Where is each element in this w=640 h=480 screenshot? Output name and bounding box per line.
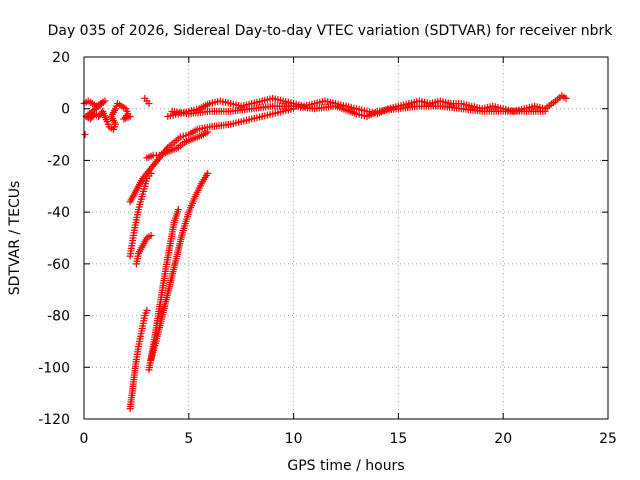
x-axis-label: GPS time / hours [287, 458, 404, 474]
x-tick-label: 20 [494, 431, 512, 447]
y-tick-label: -60 [47, 257, 70, 273]
data-point [147, 169, 155, 177]
series-track-3h-short [141, 94, 153, 108]
x-tick-labels: 0 5 10 15 20 25 [80, 431, 617, 447]
y-tick-label: -40 [47, 205, 70, 221]
y-axis-label: SDTVAR / TECUs [7, 181, 23, 296]
x-tick-label: 25 [599, 431, 617, 447]
y-tick-label: -120 [38, 412, 70, 428]
series-track-early-cluster [80, 97, 134, 139]
data-marks [80, 92, 570, 413]
series-track-deep-2 [145, 206, 182, 374]
series-track-deep-1 [126, 306, 151, 413]
x-tick-label: 0 [80, 431, 89, 447]
series-track-57 [126, 169, 155, 260]
data-point [147, 231, 155, 239]
y-tick-label: -80 [47, 309, 70, 325]
data-point [145, 100, 153, 108]
series-track-daytime-low [168, 102, 549, 120]
y-tick-label: -20 [47, 153, 70, 169]
data-point [81, 131, 89, 139]
data-point [204, 128, 212, 136]
x-tick-label: 10 [285, 431, 303, 447]
plot-frame [83, 56, 609, 420]
data-point [562, 94, 570, 102]
data-point [204, 169, 212, 177]
data-point [541, 107, 549, 115]
x-tick-label: 5 [184, 431, 193, 447]
y-tick-label: 20 [52, 50, 70, 66]
y-tick-labels: -120 -100 -80 -60 -40 -20 0 20 [38, 50, 70, 428]
series-track-19h [143, 128, 212, 162]
data-point [143, 306, 151, 314]
data-point [174, 206, 182, 214]
data-point [126, 112, 134, 120]
y-tick-label: -100 [38, 360, 70, 376]
series-track-deep-3 [147, 169, 212, 364]
y-tick-label: 0 [61, 102, 70, 118]
series-track-60 [132, 231, 155, 268]
chart-title: Day 035 of 2026, Sidereal Day-to-day VTE… [48, 23, 614, 39]
x-tick-label: 15 [389, 431, 407, 447]
